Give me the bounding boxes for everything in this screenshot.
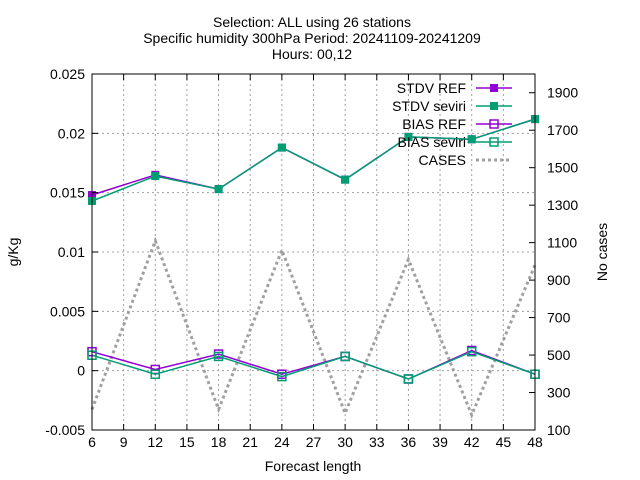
legend-marker: [489, 137, 499, 147]
x-tick-label: 9: [120, 434, 128, 450]
legend-entry-stdv-ref: STDV REF: [397, 80, 512, 96]
point-stdv-seviri: [277, 143, 286, 152]
title-line-1: Selection: ALL using 26 stations: [213, 14, 411, 30]
point-bias-seviri: [277, 371, 287, 382]
title-line-3: Hours: 00,12: [272, 46, 352, 62]
series-line-stdv-seviri: [91, 118, 536, 202]
point-stdv-seviri: [467, 135, 476, 144]
point-bias-seviri: [403, 374, 414, 384]
grid: [92, 74, 535, 430]
series-line-cases: [90, 236, 537, 419]
axes: 6 9 12 15 18 21 24 27 30 33 36 39 42 45 48 -0.005 0 0.005…: [45, 66, 578, 450]
point-bias-seviri: [466, 346, 477, 357]
y2-tick-label: 1300: [547, 197, 578, 213]
legend-label: BIAS REF: [402, 116, 466, 132]
series-cases: [90, 236, 537, 419]
x-tick-label: 21: [242, 434, 258, 450]
x-tick-label: 6: [88, 434, 96, 450]
x-tick-label: 48: [527, 434, 543, 450]
x-tick-label: 24: [274, 434, 290, 450]
y-tick-label: 0: [77, 363, 85, 379]
legend-label: CASES: [419, 152, 466, 168]
legend-marker: [490, 102, 498, 110]
legend-label: BIAS seviri: [398, 134, 466, 150]
legend-marker: [490, 84, 498, 92]
x-tick-label: 30: [337, 434, 353, 450]
x-tick-label: 18: [211, 434, 227, 450]
y-axis-label: g/Kg: [5, 238, 21, 267]
x-tick-label: 27: [306, 434, 322, 450]
y2-tick-label: 1500: [547, 160, 578, 176]
x-tick-label: 42: [464, 434, 480, 450]
x-tick-label: 33: [369, 434, 385, 450]
y2-tick-label: 700: [547, 310, 571, 326]
point-stdv-seviri: [404, 132, 413, 141]
x-axis-label: Forecast length: [265, 458, 362, 474]
legend-label: STDV REF: [397, 80, 466, 96]
series-bias-seviri: [87, 346, 540, 384]
point-stdv-seviri: [214, 185, 223, 194]
y-tick-label: 0.015: [50, 185, 85, 201]
y-tick-label: 0.005: [50, 303, 85, 319]
x-tick-label: 45: [496, 434, 512, 450]
x-tick-label: 39: [432, 434, 448, 450]
point-stdv-seviri: [151, 172, 160, 181]
series-line-bias-seviri: [91, 350, 536, 380]
y2-tick-label: 1100: [547, 235, 577, 251]
title-line-2: Specific humidity 300hPa Period: 2024110…: [143, 30, 481, 46]
y2-tick-label: 300: [547, 385, 571, 401]
y2-tick-label: 1700: [547, 122, 578, 138]
y2-axis-label: No cases: [594, 223, 610, 281]
point-stdv-seviri: [341, 175, 350, 184]
legend-entry-stdv-seviri: STDV seviri: [392, 98, 512, 114]
y2-tick-label: 900: [547, 272, 571, 288]
legend-entry-cases: CASES: [419, 152, 512, 168]
legend-label: STDV seviri: [392, 98, 466, 114]
x-tick-label: 15: [179, 434, 195, 450]
legend-marker: [489, 119, 499, 129]
y2-tick-label: 100: [547, 422, 571, 438]
legend-entry-bias-ref: BIAS REF: [402, 116, 512, 132]
x-tick-label: 36: [401, 434, 417, 450]
series-stdv-ref: [88, 115, 539, 200]
y-tick-label: 0.02: [58, 125, 85, 141]
legend: STDV REF STDV seviri BIAS REF BIAS seviri CA…: [392, 80, 512, 168]
point-bias-seviri: [213, 351, 224, 362]
y2-tick-label: 1900: [547, 85, 578, 101]
point-bias-seviri: [340, 351, 350, 362]
y2-tick-label: 500: [547, 347, 571, 363]
chart-title: Selection: ALL using 26 stations Specifi…: [143, 14, 481, 62]
point-bias-seviri: [150, 369, 161, 379]
y-tick-label: 0.01: [58, 244, 85, 260]
series-line-bias-ref: [91, 349, 536, 380]
y-tick-label: -0.005: [45, 422, 85, 438]
y-tick-label: 0.025: [50, 66, 85, 82]
x-tick-label: 12: [147, 434, 163, 450]
legend-entry-bias-seviri: BIAS seviri: [398, 134, 512, 150]
